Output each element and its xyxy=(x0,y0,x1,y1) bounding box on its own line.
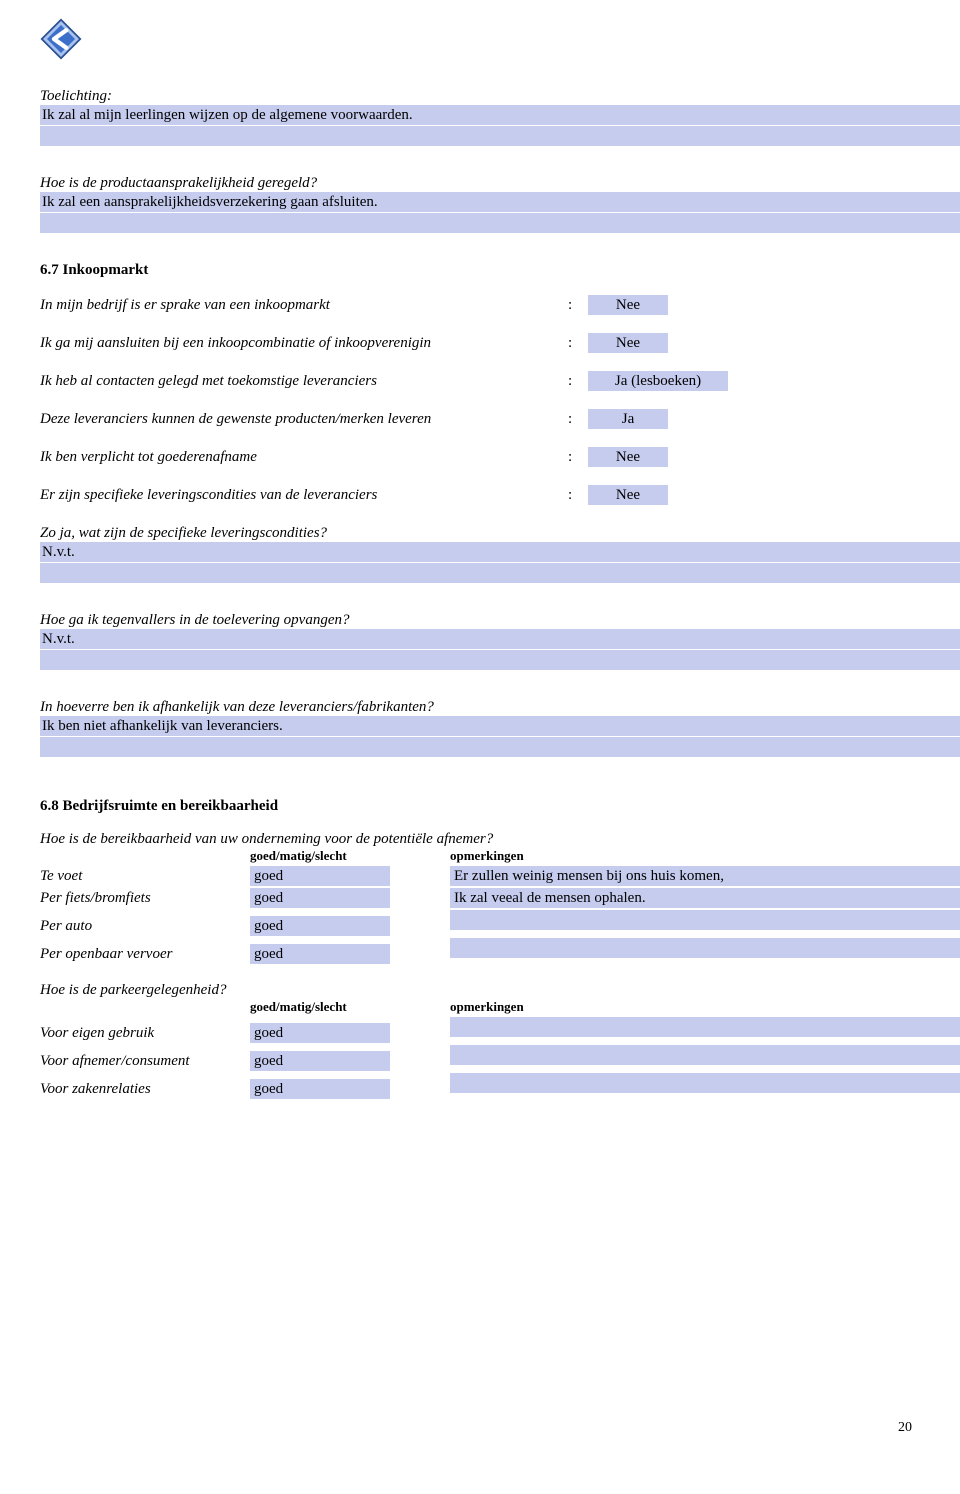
q2-prompt: Hoe is de productaansprakelijkheid gereg… xyxy=(40,175,960,192)
q-park: Hoe is de parkeergelegenheid? xyxy=(40,982,960,999)
row-remark xyxy=(450,1073,960,1093)
q3-answer-blank xyxy=(40,563,960,583)
row-rating: goed xyxy=(250,888,390,908)
row-label: Voor afnemer/consument xyxy=(40,1053,250,1070)
section-67-rows: In mijn bedrijf is er sprake van een ink… xyxy=(40,295,960,505)
row-rating: goed xyxy=(250,1051,390,1071)
q3-answer: N.v.t. xyxy=(40,542,960,562)
page-number: 20 xyxy=(898,1420,912,1436)
th-rating: goed/matig/slecht xyxy=(250,999,450,1015)
row-remark: Er zullen weinig mensen bij ons huis kom… xyxy=(450,866,960,886)
row-label: Voor eigen gebruik xyxy=(40,1025,250,1042)
row-remark xyxy=(450,910,960,930)
row-label: Er zijn specifieke leveringscondities va… xyxy=(40,487,568,504)
row-label: Te voet xyxy=(40,868,250,885)
row-remark: Ik zal veeal de mensen ophalen. xyxy=(450,888,960,908)
q3-prompt: Zo ja, wat zijn de specifieke leveringsc… xyxy=(40,525,960,542)
th-rating: goed/matig/slecht xyxy=(250,848,450,864)
row-rating: goed xyxy=(250,1023,390,1043)
q1-prompt: Toelichting: xyxy=(40,88,960,105)
row-value: Nee xyxy=(588,333,668,353)
section-68-heading: 6.8 Bedrijfsruimte en bereikbaarheid xyxy=(40,798,960,815)
row-label: Ik ben verplicht tot goederenafname xyxy=(40,449,568,466)
row-remark xyxy=(450,1045,960,1065)
th-remarks: opmerkingen xyxy=(450,999,960,1015)
row-value: Nee xyxy=(588,485,668,505)
q4-answer: N.v.t. xyxy=(40,629,960,649)
row-rating: goed xyxy=(250,944,390,964)
q-reach: Hoe is de bereikbaarheid van uw ondernem… xyxy=(40,831,960,848)
row-value: Nee xyxy=(588,295,668,315)
q2-answer: Ik zal een aansprakelijkheidsverzekering… xyxy=(40,192,960,212)
th-remarks: opmerkingen xyxy=(450,848,960,864)
row-rating: goed xyxy=(250,916,390,936)
row-label: Ik ga mij aansluiten bij een inkoopcombi… xyxy=(40,335,568,352)
row-rating: goed xyxy=(250,866,390,886)
row-label: Per auto xyxy=(40,918,250,935)
q1-answer: Ik zal al mijn leerlingen wijzen op de a… xyxy=(40,105,960,125)
row-label: In mijn bedrijf is er sprake van een ink… xyxy=(40,297,568,314)
row-remark xyxy=(450,938,960,958)
q5-prompt: In hoeverre ben ik afhankelijk van deze … xyxy=(40,699,960,716)
q1-answer-blank xyxy=(40,126,960,146)
q5-answer-blank xyxy=(40,737,960,757)
q2-answer-blank xyxy=(40,213,960,233)
park-rows: Voor eigen gebruik goed Voor afnemer/con… xyxy=(40,1017,960,1099)
row-value: Ja (lesboeken) xyxy=(588,371,728,391)
q4-prompt: Hoe ga ik tegenvallers in de toelevering… xyxy=(40,612,960,629)
reach-rows: Te voet goed Er zullen weinig mensen bij… xyxy=(40,866,960,964)
row-label: Per openbaar vervoer xyxy=(40,946,250,963)
row-rating: goed xyxy=(250,1079,390,1099)
section-67-heading: 6.7 Inkoopmarkt xyxy=(40,262,960,279)
row-value: Ja xyxy=(588,409,668,429)
row-label: Deze leveranciers kunnen de gewenste pro… xyxy=(40,411,568,428)
row-label: Voor zakenrelaties xyxy=(40,1081,250,1098)
logo-icon xyxy=(40,18,82,60)
q4-answer-blank xyxy=(40,650,960,670)
row-remark xyxy=(450,1017,960,1037)
q5-answer: Ik ben niet afhankelijk van leveranciers… xyxy=(40,716,960,736)
row-label: Per fiets/bromfiets xyxy=(40,890,250,907)
row-value: Nee xyxy=(588,447,668,467)
row-label: Ik heb al contacten gelegd met toekomsti… xyxy=(40,373,568,390)
